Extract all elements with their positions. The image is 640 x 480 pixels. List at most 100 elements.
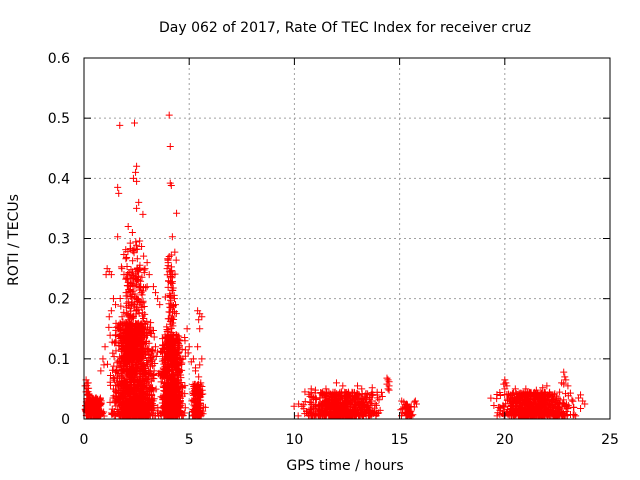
data-point: [172, 381, 180, 389]
data-point: [501, 376, 509, 384]
data-point: [113, 367, 121, 375]
data-point: [196, 361, 204, 369]
data-point: [367, 397, 375, 405]
data-points: [81, 111, 589, 420]
data-point: [175, 376, 183, 384]
data-point: [140, 398, 148, 406]
data-point: [411, 397, 419, 405]
data-point: [543, 382, 551, 390]
data-point: [561, 373, 569, 381]
data-point: [163, 374, 171, 382]
data-point: [167, 375, 175, 383]
data-point: [123, 299, 131, 307]
data-point: [128, 364, 136, 372]
data-point: [124, 388, 132, 396]
data-point: [106, 331, 114, 339]
data-point: [171, 392, 179, 400]
data-point: [124, 347, 132, 355]
data-point: [143, 259, 151, 267]
data-point: [197, 409, 205, 417]
data-point: [165, 300, 173, 308]
data-point: [368, 410, 376, 418]
x-tick-labels: 0 5 10 15 20 25: [80, 432, 619, 448]
data-point: [124, 222, 132, 230]
data-point: [159, 382, 167, 390]
data-point: [339, 382, 347, 390]
data-point: [138, 291, 146, 299]
data-point: [132, 168, 140, 176]
data-point: [109, 374, 117, 382]
data-point: [196, 399, 204, 407]
data-point: [198, 355, 206, 363]
data-point: [168, 329, 176, 337]
data-point: [188, 397, 196, 405]
x-axis-label: GPS time / hours: [286, 458, 403, 474]
data-point: [137, 341, 145, 349]
data-point: [126, 239, 134, 247]
data-point: [568, 396, 576, 404]
data-point: [136, 286, 144, 294]
y-tick-labels: 0 0.1 0.2 0.3 0.4 0.5 0.6: [48, 51, 70, 428]
x-tick-label: 20: [496, 432, 514, 448]
data-point: [169, 401, 177, 409]
data-point: [116, 295, 124, 303]
data-point: [161, 379, 169, 387]
data-point: [147, 319, 155, 327]
data-point: [115, 389, 123, 397]
data-point: [138, 372, 146, 380]
data-point: [119, 318, 127, 326]
data-point: [128, 299, 136, 307]
data-point: [128, 272, 136, 280]
data-point: [173, 362, 181, 370]
data-point: [139, 367, 147, 375]
data-point: [169, 366, 177, 374]
data-point: [118, 347, 126, 355]
data-point: [110, 392, 118, 400]
data-point: [165, 277, 173, 285]
data-point: [151, 359, 159, 367]
data-point: [114, 369, 122, 377]
data-point: [116, 121, 124, 129]
data-point: [190, 405, 198, 413]
data-point: [101, 343, 109, 351]
data-point: [156, 372, 164, 380]
data-point: [169, 340, 177, 348]
data-point: [173, 379, 181, 387]
data-point: [110, 353, 118, 361]
data-point: [148, 391, 156, 399]
data-point: [162, 339, 170, 347]
data-point: [117, 302, 125, 310]
data-point: [154, 295, 162, 303]
data-point: [174, 351, 182, 359]
data-point: [110, 362, 118, 370]
data-point: [149, 283, 157, 291]
data-point: [141, 265, 149, 273]
data-point: [139, 210, 147, 218]
data-point: [294, 412, 302, 420]
data-point: [134, 268, 142, 276]
data-point: [133, 384, 141, 392]
data-point: [129, 257, 137, 265]
data-point: [132, 320, 140, 328]
data-point: [146, 323, 154, 331]
data-point: [135, 337, 143, 345]
data-point: [139, 312, 147, 320]
data-point: [189, 396, 197, 404]
data-point: [487, 394, 495, 402]
y-tick-label: 0.3: [48, 232, 70, 248]
data-point: [136, 405, 144, 413]
data-point: [496, 391, 504, 399]
data-point: [159, 392, 167, 400]
y-tick-label: 0: [61, 412, 70, 428]
data-point: [158, 399, 166, 407]
data-point: [140, 355, 148, 363]
data-point: [106, 378, 114, 386]
data-point: [122, 255, 130, 263]
data-point: [290, 402, 298, 410]
data-point: [114, 233, 122, 241]
data-point: [162, 404, 170, 412]
data-point: [133, 255, 141, 263]
data-point: [173, 209, 181, 217]
data-point: [176, 408, 184, 416]
data-point: [171, 372, 179, 380]
